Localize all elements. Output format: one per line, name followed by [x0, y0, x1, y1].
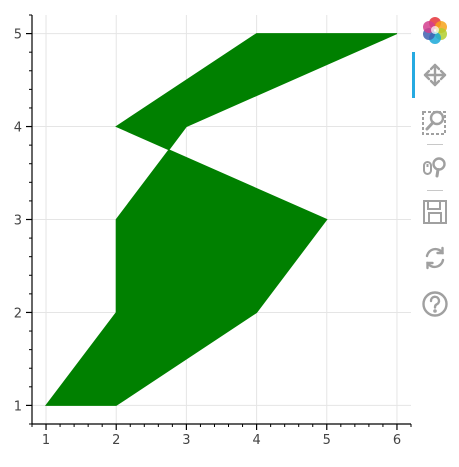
x-tick-label: 6 [393, 433, 401, 448]
y-tick-label: 4 [14, 121, 22, 136]
y-tick-label: 1 [14, 399, 22, 414]
axes: 1 2 3 4 5 6 1 2 3 4 5 [14, 14, 412, 448]
toolbar-separator [427, 190, 443, 191]
box-zoom-tool-icon[interactable] [420, 107, 450, 137]
x-tick-label: 4 [252, 433, 260, 448]
chart-marks [44, 33, 398, 406]
toolbar [412, 10, 459, 340]
pan-tool-icon[interactable] [420, 60, 450, 90]
y-tick-label: 3 [14, 214, 22, 229]
help-tool-icon[interactable] [420, 289, 450, 319]
toolbar-separator [427, 144, 443, 145]
x-tick-label: 5 [323, 433, 331, 448]
y-tick-label: 2 [14, 306, 22, 321]
save-tool-icon[interactable] [420, 197, 450, 227]
x-tick-label: 2 [112, 433, 120, 448]
active-tool-indicator [412, 52, 415, 98]
y-tick-label: 5 [14, 28, 22, 43]
bokeh-logo-icon[interactable] [420, 15, 450, 45]
wheel-zoom-tool-icon[interactable] [420, 152, 450, 182]
x-tick-label: 3 [182, 433, 190, 448]
patch-polygon [44, 33, 398, 406]
reset-tool-icon[interactable] [420, 243, 450, 273]
x-tick-label: 1 [42, 433, 50, 448]
